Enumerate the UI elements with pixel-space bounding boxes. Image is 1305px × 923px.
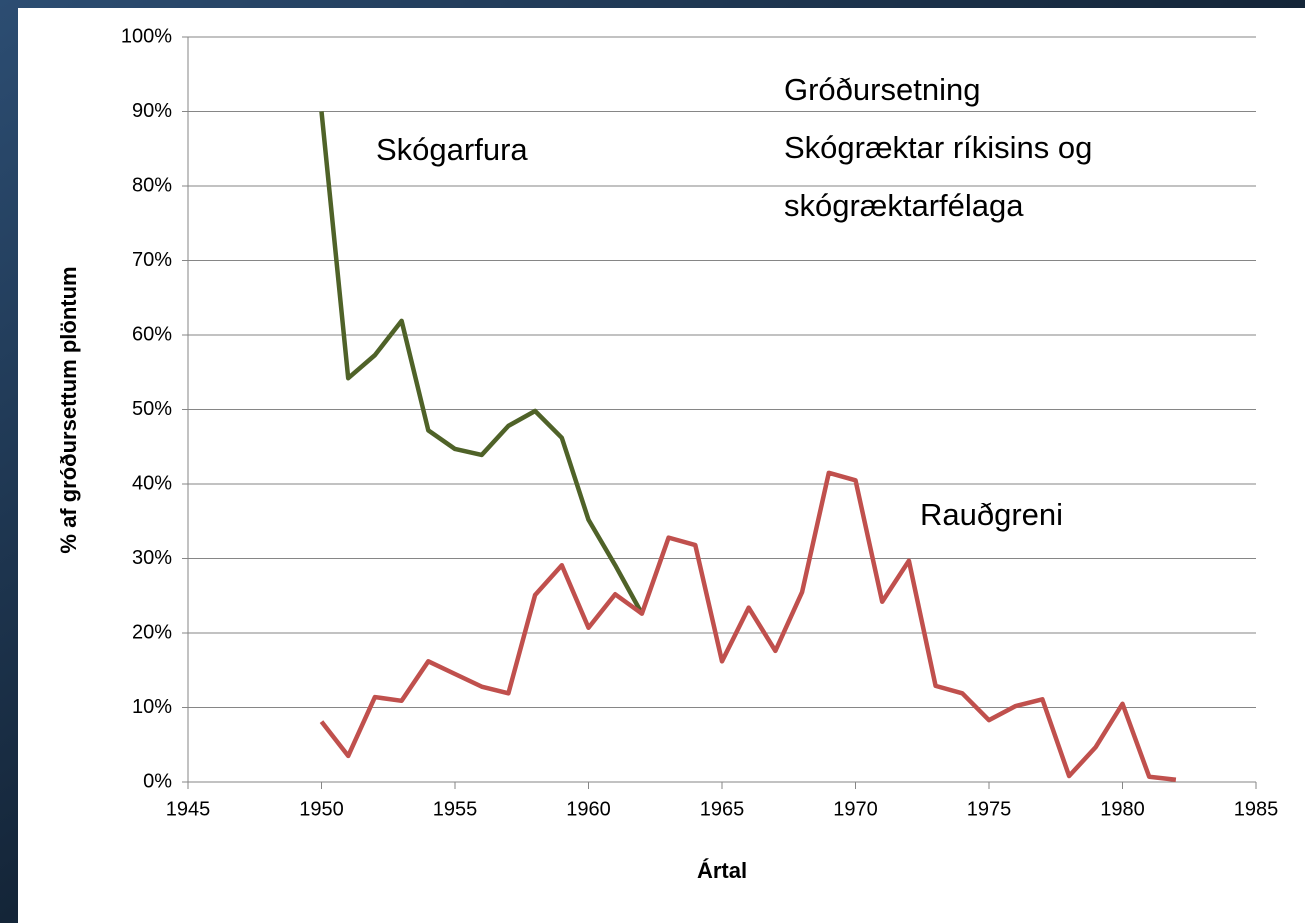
x-tick-label: 1950 xyxy=(299,798,344,820)
x-tick-label: 1960 xyxy=(566,798,611,820)
y-tick-label: 90% xyxy=(132,100,172,122)
chart: Ártal % af gróðursettum plöntum 0% 10% 20%… xyxy=(0,0,1305,923)
chart-area xyxy=(18,8,1305,923)
x-tick-label: 1965 xyxy=(700,798,745,820)
x-tick-label: 1945 xyxy=(166,798,211,820)
annotation: Skógræktar ríkisins og xyxy=(784,130,1092,165)
y-tick-label: 50% xyxy=(132,398,172,420)
x-axis-title: Ártal xyxy=(697,858,747,883)
y-tick-label: 20% xyxy=(132,621,172,643)
y-tick-label: 70% xyxy=(132,249,172,271)
y-tick-label: 80% xyxy=(132,174,172,196)
x-tick-label: 1980 xyxy=(1100,798,1145,820)
x-tick-label: 1970 xyxy=(833,798,878,820)
y-tick-label: 40% xyxy=(132,472,172,494)
y-tick-label: 100% xyxy=(121,25,172,47)
annotation: skógræktarfélaga xyxy=(784,188,1024,223)
x-tick-label: 1985 xyxy=(1234,798,1279,820)
y-tick-label: 10% xyxy=(132,696,172,718)
x-tick-label: 1955 xyxy=(433,798,478,820)
y-tick-label: 0% xyxy=(143,770,172,792)
series-label: Rauðgreni xyxy=(920,497,1063,532)
annotation: Gróðursetning xyxy=(784,72,980,107)
page: Ártal % af gróðursettum plöntum 0% 10% 20%… xyxy=(0,0,1305,923)
y-axis-title: % af gróðursettum plöntum xyxy=(56,266,81,553)
series-label: Skógarfura xyxy=(376,132,528,167)
y-tick-label: 60% xyxy=(132,323,172,345)
x-tick-label: 1975 xyxy=(967,798,1012,820)
y-tick-label: 30% xyxy=(132,547,172,569)
